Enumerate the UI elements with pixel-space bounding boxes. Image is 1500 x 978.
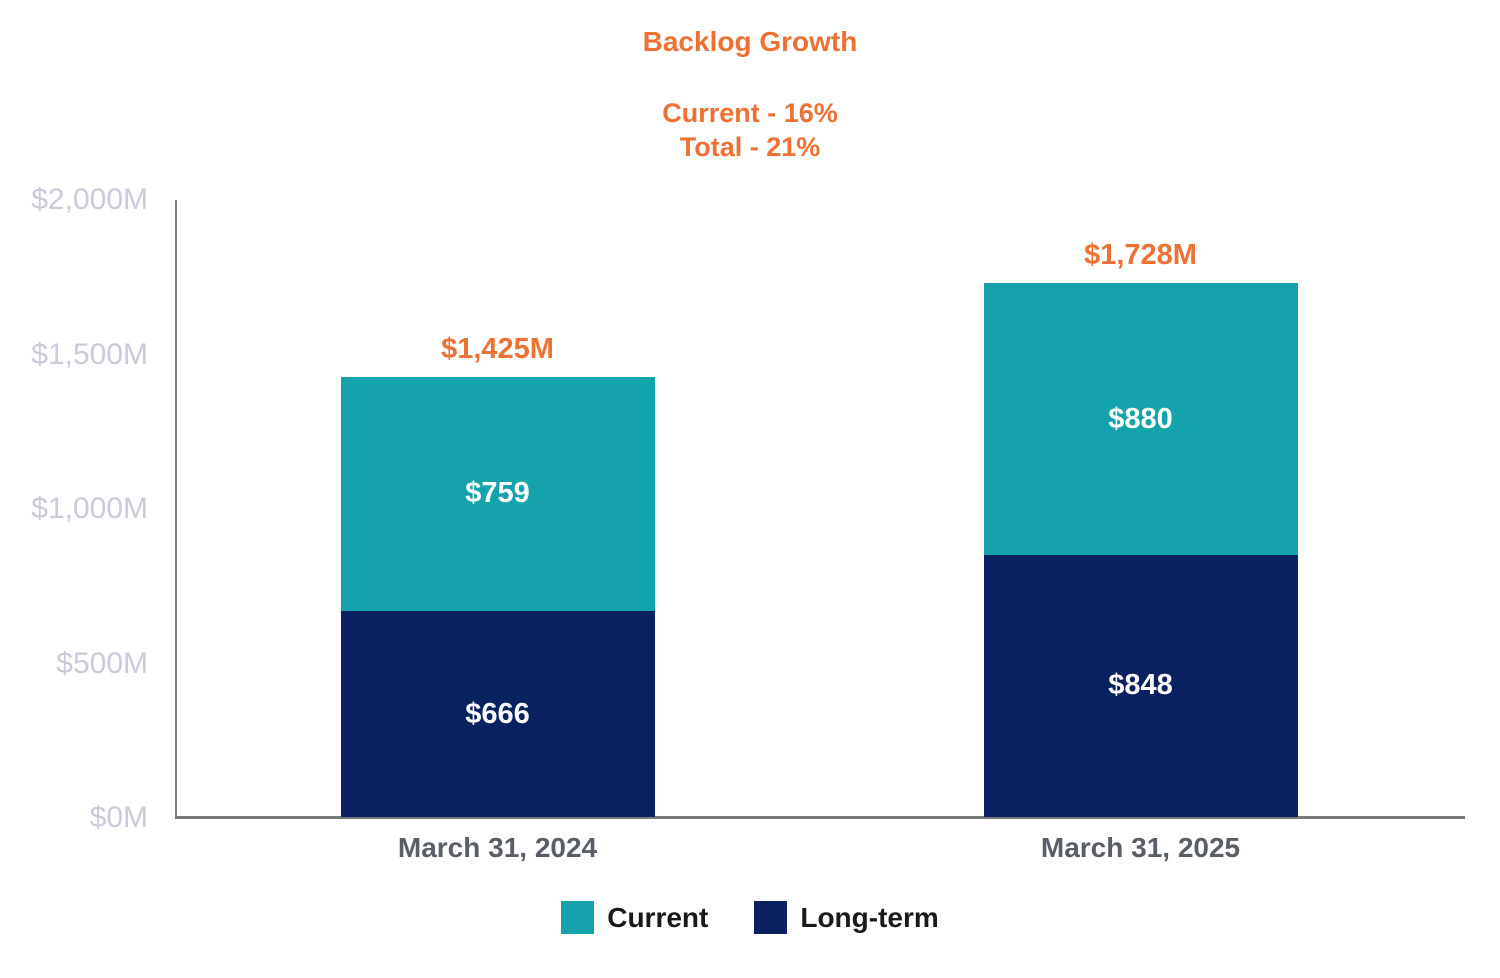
subtitle-line-2: Total - 21%: [679, 132, 821, 162]
y-axis-tick-label: $2,000M: [31, 183, 148, 216]
y-axis-tick-label: $1,500M: [31, 337, 148, 371]
bar-1: $759 $666 $1,425M: [340, 333, 655, 817]
segment-value-label: $666: [465, 697, 530, 730]
legend-item-current: Current: [561, 901, 708, 934]
y-axis-tick-label: $0M: [89, 801, 148, 834]
legend-swatch-long-term: [754, 901, 788, 934]
segment-long-term: $666: [340, 611, 655, 817]
legend-label: Long-term: [800, 901, 939, 933]
segment-value-label: $880: [1108, 402, 1173, 435]
legend-item-long-term: Long-term: [754, 901, 939, 934]
x-axis-category-label: March 31, 2024: [397, 832, 598, 863]
legend: Current Long-term: [0, 901, 1500, 934]
segment-value-label: $759: [465, 477, 530, 510]
total-label: $1,425M: [441, 332, 554, 365]
legend-swatch-current: [561, 901, 595, 934]
y-axis-tick-label: $1,000M: [31, 492, 148, 525]
segment-value-label: $848: [1108, 669, 1173, 702]
page-title: Backlog Growth: [642, 26, 858, 57]
segment-current: $759: [340, 376, 655, 612]
x-axis-category-label: March 31, 2025: [1040, 832, 1241, 863]
y-axis: $0M $500M $1,000M $1,500M $2,000M: [0, 183, 148, 834]
segment-long-term: $848: [983, 554, 1298, 817]
legend-label: Current: [607, 901, 709, 933]
bar-2: $880 $848 $1,728M: [983, 239, 1298, 817]
subtitle-line-1: Current - 16%: [662, 98, 838, 128]
plot-area: $759 $666 $1,425M March 31, 2024 $880 $848 $1,…: [176, 200, 1462, 863]
y-axis-line: [175, 200, 177, 818]
total-label: $1,728M: [1084, 239, 1197, 272]
y-axis-tick-label: $500M: [56, 646, 148, 680]
x-axis-line: [175, 816, 1465, 819]
segment-current: $880: [983, 283, 1298, 555]
